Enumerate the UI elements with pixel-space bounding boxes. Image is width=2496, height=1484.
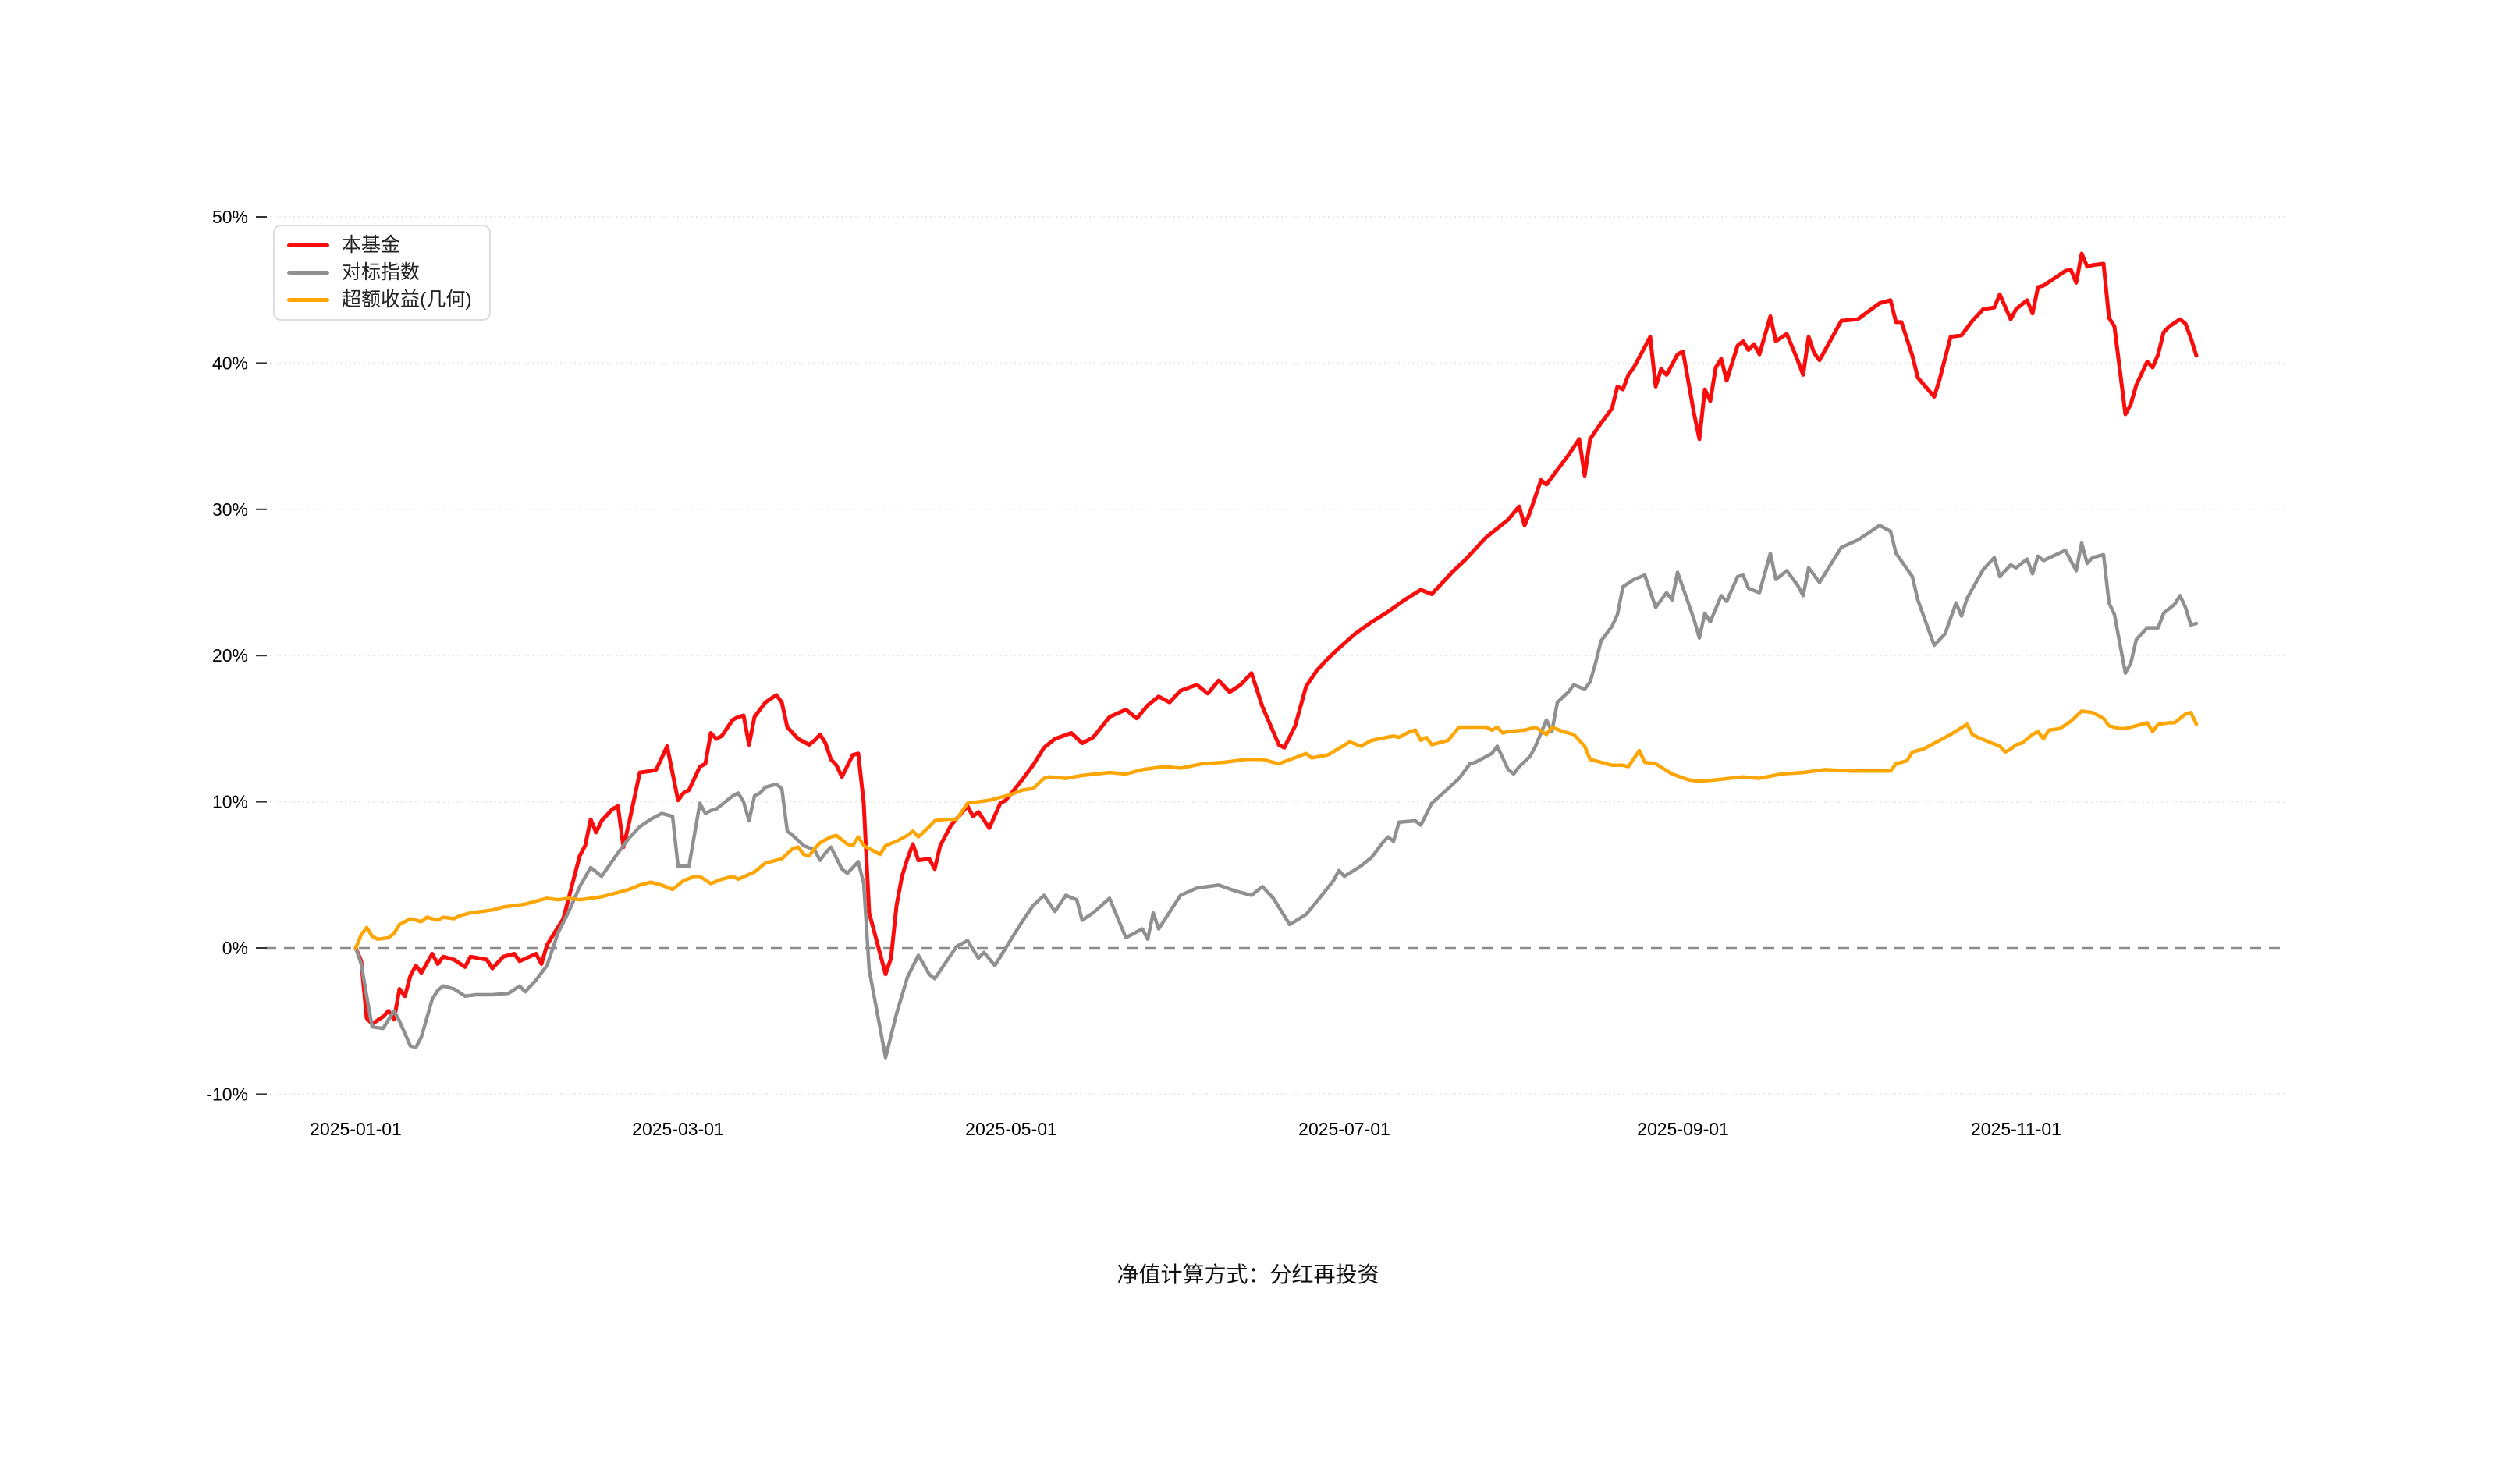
y-axis-label: 40% — [212, 353, 248, 373]
y-axis-labels: -10% 0% 10% 20% 30% 40% 50% — [206, 207, 248, 1104]
x-axis-labels: 2025-01-01 2025-03-01 2025-05-01 2025-07-01… — [310, 1119, 2061, 1139]
y-axis-ticks — [256, 216, 267, 1095]
legend-label: 本基金 — [342, 234, 401, 256]
footer-note: 净值计算方式：分红再投资 — [1117, 1262, 1379, 1287]
legend-item-benchmark[interactable]: 对标指数 — [287, 261, 472, 284]
y-axis-label: 10% — [212, 792, 248, 812]
x-axis-label: 2025-07-01 — [1298, 1119, 1390, 1139]
legend: 本基金对标指数超额收益(几何) — [273, 225, 491, 321]
series-line-fund — [353, 251, 2199, 1026]
gridlines — [265, 216, 2286, 1095]
y-axis-label: -10% — [206, 1084, 248, 1104]
y-axis-label: 0% — [222, 938, 248, 958]
y-axis-label: 30% — [212, 499, 248, 520]
y-axis-label: 50% — [212, 207, 248, 227]
legend-swatch-fund — [287, 243, 329, 247]
x-axis-label: 2025-03-01 — [632, 1119, 724, 1139]
series-line-excess-geometric — [353, 709, 2199, 950]
x-axis-label: 2025-05-01 — [965, 1119, 1057, 1139]
legend-label: 对标指数 — [342, 261, 421, 283]
series-line-benchmark — [353, 524, 2199, 1060]
x-axis-label: 2025-11-01 — [1971, 1119, 2061, 1139]
legend-item-fund[interactable]: 本基金 — [287, 234, 472, 257]
y-axis-label: 20% — [212, 645, 248, 666]
legend-label: 超额收益(几何) — [342, 289, 472, 311]
x-axis-label: 2025-09-01 — [1637, 1119, 1729, 1139]
series-lines — [353, 251, 2199, 1060]
x-axis-label: 2025-01-01 — [310, 1119, 402, 1139]
legend-swatch-benchmark — [287, 271, 329, 275]
legend-swatch-excess-geometric — [287, 298, 329, 302]
legend-item-excess-geometric[interactable]: 超额收益(几何) — [287, 289, 472, 311]
